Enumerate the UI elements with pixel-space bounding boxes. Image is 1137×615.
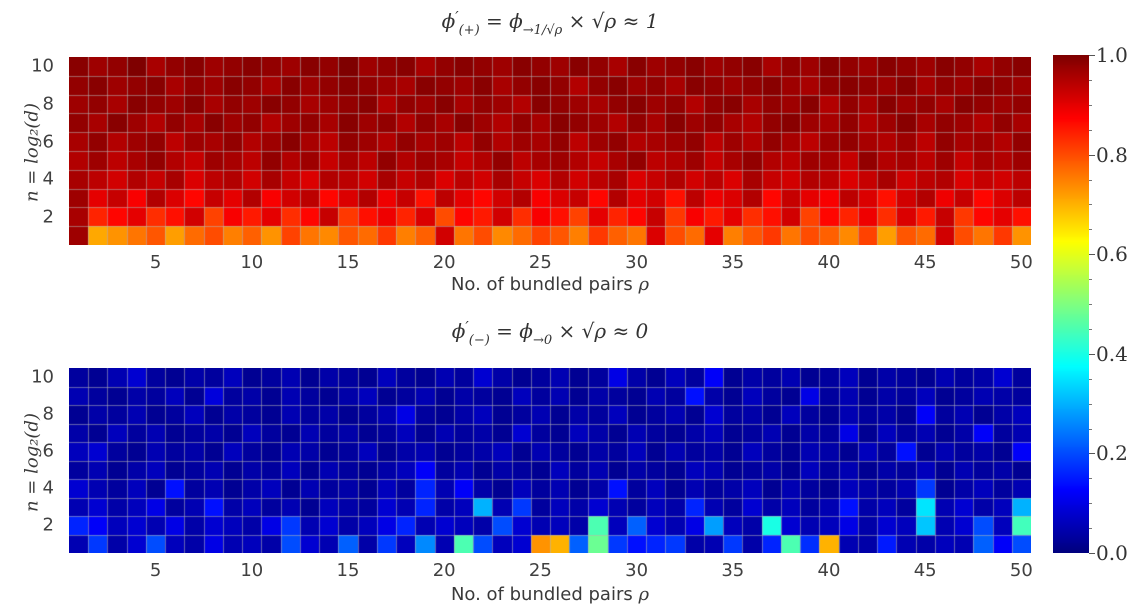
colorbar-minor-tick xyxy=(1089,79,1092,81)
title-tail: × √ρ ≈ 0 xyxy=(552,319,649,343)
y-axis-ticks-minus: 10 8 6 4 2 xyxy=(26,366,58,553)
colorbar-minor-tick xyxy=(1089,428,1092,430)
x-tick-label: 45 xyxy=(913,560,937,581)
colorbar-major-tick xyxy=(1089,254,1095,256)
colorbar-labels: 0.0 0.2 0.4 0.6 0.8 1.0 xyxy=(1096,43,1137,565)
subscript-limit: →1/√ρ xyxy=(522,23,563,38)
x-axis-label-plus: No. of bundled pairs ρ xyxy=(69,274,1031,295)
heatmap-minus-title: ϕ′(−) = ϕ→0 × √ρ ≈ 0 xyxy=(69,318,1031,348)
x-tick-label: 35 xyxy=(721,560,745,581)
heatmap-plus xyxy=(69,57,1031,245)
x-tick-label: 5 xyxy=(149,560,162,581)
colorbar-tick-label: 0.8 xyxy=(1096,142,1128,167)
heatmap-plus-title: ϕ′(+) = ϕ→1/√ρ × √ρ ≈ 1 xyxy=(69,8,1031,38)
x-tick-label: 25 xyxy=(528,560,552,581)
x-tick-label: 10 xyxy=(240,252,264,273)
y-tick-label: 2 xyxy=(42,206,54,228)
subscript-minus: (−) xyxy=(468,333,490,348)
colorbar xyxy=(1053,55,1089,553)
x-tick-label: 40 xyxy=(817,252,841,273)
x-tick-label: 35 xyxy=(721,252,745,273)
x-tick-label: 5 xyxy=(149,252,162,273)
colorbar-minor-tick xyxy=(1089,279,1092,281)
x-axis-label-minus: No. of bundled pairs ρ xyxy=(69,584,1031,605)
colorbar-major-tick xyxy=(1089,154,1095,156)
title-tail: × √ρ ≈ 1 xyxy=(562,9,659,33)
colorbar-tick-label: 0.2 xyxy=(1096,441,1128,466)
colorbar-major-tick xyxy=(1089,55,1095,56)
y-axis-label-minus: n = log₂(d) xyxy=(21,412,43,513)
colorbar-tick-label: 0.4 xyxy=(1096,341,1128,366)
x-axis-label-text: No. of bundled pairs xyxy=(450,584,639,605)
y-tick-label: 10 xyxy=(31,55,54,77)
x-tick-label: 20 xyxy=(432,252,456,273)
colorbar-minor-tick xyxy=(1089,403,1092,405)
colorbar-minor-tick xyxy=(1089,503,1092,505)
y-axis-label-plus: n = log₂(d) xyxy=(21,102,43,203)
x-tick-label: 30 xyxy=(625,560,649,581)
colorbar-minor-tick xyxy=(1089,478,1092,480)
colorbar-minor-tick xyxy=(1089,204,1092,206)
x-axis-label-text: No. of bundled pairs xyxy=(450,274,639,295)
prime-mark: ′ xyxy=(465,318,469,336)
equals: = xyxy=(479,9,510,33)
y-tick-label: 10 xyxy=(31,366,54,388)
colorbar-minor-tick xyxy=(1089,179,1092,181)
prime-mark: ′ xyxy=(455,8,459,26)
x-tick-label: 50 xyxy=(1009,560,1033,581)
x-tick-label: 40 xyxy=(817,560,841,581)
colorbar-ticks xyxy=(1089,55,1099,554)
x-tick-label: 45 xyxy=(913,252,937,273)
colorbar-major-tick xyxy=(1089,553,1095,554)
colorbar-minor-tick xyxy=(1089,304,1092,305)
y-tick-label: 8 xyxy=(42,403,54,425)
colorbar-minor-tick xyxy=(1089,229,1092,231)
y-tick-label: 2 xyxy=(42,514,54,536)
colorbar-tick-label: 0.0 xyxy=(1096,541,1128,565)
colorbar-major-tick xyxy=(1089,453,1095,455)
y-tick-label: 6 xyxy=(42,440,54,462)
subscript-limit: →0 xyxy=(532,333,553,348)
phi-symbol: ϕ xyxy=(441,9,456,33)
colorbar-minor-tick xyxy=(1089,528,1092,530)
rho-symbol: ρ xyxy=(638,274,650,295)
colorbar-tick-label: 1.0 xyxy=(1096,43,1128,67)
heatmap-minus xyxy=(69,368,1031,553)
y-tick-label: 4 xyxy=(42,477,54,499)
x-tick-label: 15 xyxy=(336,560,360,581)
x-axis-ticks-minus: 5 10 15 20 25 30 35 40 45 50 xyxy=(69,560,1033,584)
y-tick-label: 4 xyxy=(42,168,54,190)
colorbar-minor-tick xyxy=(1089,129,1092,131)
x-tick-label: 15 xyxy=(336,252,360,273)
colorbar-minor-tick xyxy=(1089,378,1092,380)
x-tick-label: 25 xyxy=(528,252,552,273)
colorbar-major-tick xyxy=(1089,353,1095,355)
phi-symbol: ϕ xyxy=(519,319,533,343)
colorbar-minor-tick xyxy=(1089,104,1092,106)
x-tick-label: 20 xyxy=(432,560,456,581)
colorbar-minor-tick xyxy=(1089,328,1092,330)
colorbar-tick-label: 0.6 xyxy=(1096,242,1128,267)
x-tick-label: 30 xyxy=(625,252,649,273)
y-axis-ticks-plus: 10 8 6 4 2 xyxy=(26,55,58,245)
phi-symbol: ϕ xyxy=(509,9,523,33)
rho-symbol: ρ xyxy=(638,584,650,605)
y-tick-label: 8 xyxy=(42,93,54,115)
x-axis-ticks-plus: 5 10 15 20 25 30 35 40 45 50 xyxy=(69,252,1033,276)
y-tick-label: 6 xyxy=(42,131,54,153)
equals: = xyxy=(489,319,520,343)
x-tick-label: 10 xyxy=(240,560,264,581)
x-tick-label: 50 xyxy=(1009,252,1033,273)
subscript-plus: (+) xyxy=(458,23,480,38)
phi-symbol: ϕ xyxy=(451,319,466,343)
